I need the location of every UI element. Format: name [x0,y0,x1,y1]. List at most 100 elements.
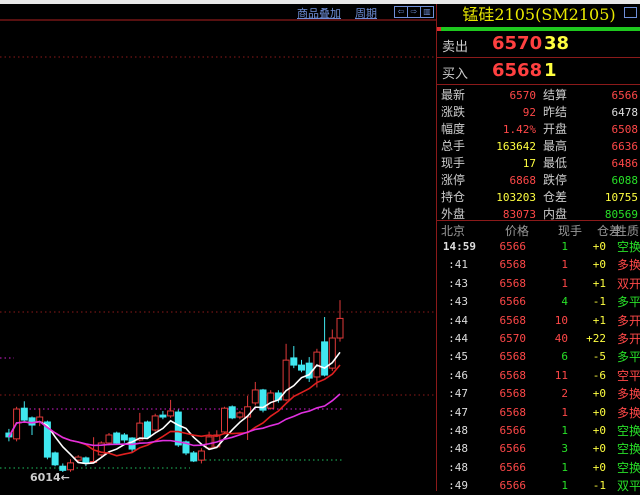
tick-nature: 空平 [616,368,640,383]
stat-value: 6088 [611,174,639,187]
tick-price: 6566 [499,479,527,493]
stat-label: 最高 [543,139,568,153]
candle-body [328,337,336,369]
stat-item: 总手 163642 [441,138,536,155]
tick-volume: 6 [561,350,568,364]
bid-row: 买入 6568 1 [437,58,640,85]
tick-nature: 双平 [616,479,640,494]
stat-value: 80569 [604,208,638,221]
candle-body [267,392,275,409]
tick-nature: 多换 [616,405,640,420]
tick-price: 6568 [499,276,527,290]
add-product-link[interactable]: 商品叠加 [297,7,341,20]
stat-value: 6570 [509,89,537,102]
candle-body [43,421,51,458]
stat-label: 开盘 [543,122,568,136]
tick-time: :48 [448,460,468,474]
tick-time: :48 [448,442,468,456]
tick-nature: 多换 [616,258,640,273]
stat-value: 10755 [604,191,638,204]
stat-item: 最新 6570 [441,87,536,104]
arrow-right-icon[interactable]: ⇨ [407,6,421,18]
ticks-header-cell: 性质 [615,224,640,238]
tick-oi-change: +0 [592,424,606,437]
kline-svg: 6014← [0,19,436,484]
stat-label: 跌停 [543,173,568,187]
candle-body [298,364,305,371]
candle-body [144,421,151,438]
candle-body [167,410,175,417]
stat-item: 外盘 83073 [441,206,536,223]
tick-price: 6568 [499,313,527,327]
tick-volume: 1 [561,405,568,419]
ticks-header-cell: 北京 [441,224,466,238]
tick-price: 6568 [499,387,527,401]
stat-label: 涨停 [441,173,466,187]
quote-panel: 锰硅2105(SM2105) 卖出 6570 38 买入 6568 1 最新 65… [436,4,640,493]
tick-oi-change: +0 [592,387,606,401]
tick-nature: 多平 [616,350,640,365]
stat-label: 结算 [543,88,568,102]
kline-chart[interactable]: 6014← [0,4,436,491]
tick-price: 6566 [499,424,527,437]
tick-oi-change: +0 [592,460,606,474]
tick-oi-change: -1 [592,295,606,309]
tick-oi-change: +22 [586,332,606,345]
tick-row: :47 6568 1 +0 多换 [437,404,640,422]
tick-row: 14:59 6566 1 +0 空换 [437,238,640,256]
bid-label: 买入 [442,67,469,82]
ma-long-line [8,393,341,447]
stat-value: 103203 [496,191,536,204]
tick-oi-change: +0 [592,405,606,419]
candle-body [197,450,205,461]
stat-item: 涨停 6868 [441,172,536,189]
candle-body [20,407,28,421]
maximize-icon[interactable] [624,7,637,18]
stat-label: 总手 [441,139,466,153]
tick-nature: 多开 [616,313,640,328]
tick-volume: 10 [554,313,568,327]
tick-volume: 2 [561,387,568,401]
tick-nature: 多平 [616,295,640,310]
tick-row: :43 6568 1 +1 双开 [437,275,640,293]
tick-volume: 1 [561,460,568,474]
candle-body [174,411,182,446]
tick-row: :48 6566 3 +0 空换 [437,440,640,458]
arrow-left-icon[interactable]: ⇦ [394,6,408,18]
tick-nature: 空换 [616,442,640,457]
stat-item: 涨跌 92 [441,104,536,121]
candle-body [113,432,121,444]
tick-row: :43 6566 4 -1 多平 [437,293,640,311]
tick-volume: 1 [561,276,568,290]
ticks-header-cell: 价格 [505,224,530,238]
ma-short-line [8,351,341,465]
tick-price: 6568 [499,405,527,419]
candle-body [159,414,167,418]
tick-row: :41 6568 1 +0 多换 [437,256,640,274]
candle-body [290,357,298,366]
tick-time: :44 [448,313,468,327]
tick-time: :43 [448,276,468,290]
ask-price: 6570 [492,33,543,54]
tick-volume: 3 [561,442,568,456]
tick-row: :48 6566 1 +0 空换 [437,459,640,477]
candle-body [221,407,228,433]
candle-body [251,389,259,404]
stat-value: 6636 [611,140,639,153]
ticks-header-cell: 现手 [558,224,583,238]
candle-body [182,441,190,454]
split-icon[interactable]: ▥ [420,6,434,18]
candle-body [321,341,329,376]
tick-oi-change: +0 [592,240,606,253]
candle-body [236,412,244,418]
tick-row: :44 6568 10 +1 多开 [437,312,640,330]
period-link[interactable]: 周期 [355,7,377,20]
tick-oi-change: -5 [592,350,606,364]
stat-item: 最低 6486 [543,155,638,172]
stat-label: 外盘 [441,207,466,221]
tick-row: :47 6568 2 +0 多换 [437,385,640,403]
tick-price: 6566 [499,240,527,253]
stat-item: 现手 17 [441,155,536,172]
stat-value: 92 [522,106,536,119]
stat-label: 持仓 [441,190,466,204]
